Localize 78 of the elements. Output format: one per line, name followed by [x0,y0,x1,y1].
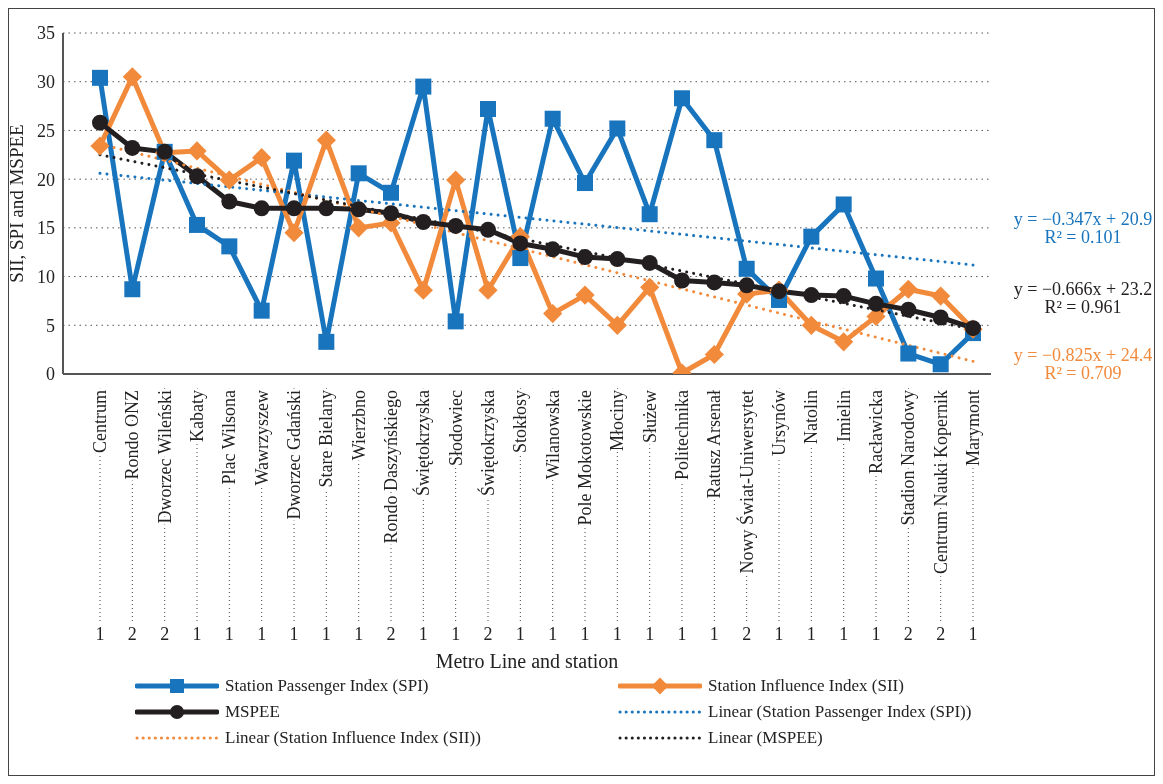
x-tick-label: Natolin [801,390,822,444]
text: 1 [418,624,428,644]
y-tick-label: 35 [37,23,55,44]
text: 1 [354,624,364,644]
x-tick-label: Ratusz Arsenał [704,390,725,499]
x-tick-label: Centrum [90,390,110,453]
x-tick-label: Świętokrzyska [477,390,498,496]
x-tick-label: Marymont [963,390,983,466]
x-tick-label: Wawrzyszew [251,390,272,486]
x-tick-label: Rondo ONZ [122,390,143,480]
x-tick-label: Stare Bielany [316,390,337,488]
x-tick-label: Wierzbno [348,390,369,461]
text: y = −0.347x + 20.9 [1012,209,1154,229]
x-tick-label: Rondo Daszyńskiego [381,390,401,544]
x-tick-label: Stokłosy [510,390,531,454]
x-tick-label: Politechnika [672,389,692,480]
x-tick-label: Pole Mokotowskie [575,390,595,526]
y-tick-label: 30 [37,72,55,93]
y-tick-label: 5 [46,315,55,336]
text: 1 [224,624,234,644]
text: 2 [483,624,493,644]
text: 2 [127,624,137,644]
x-tick-label: Dworzec Wileński [154,390,175,524]
x-tick-label: Plac Wilsona [219,390,240,485]
text: 1 [612,624,622,644]
text: 1 [709,624,719,644]
legend-label: MSPEE [225,702,280,722]
x-tick-label: Służew [639,390,660,443]
text: R² = 0.961 [1043,297,1123,317]
x-tick-label: Imielin [833,390,854,442]
text: 1 [257,624,267,644]
text: R² = 0.101 [1043,227,1123,247]
legend-label: Linear (MSPEE) [708,728,823,748]
y-tick-label: 0 [46,364,55,385]
text: 2 [742,624,752,644]
text: 1 [321,624,331,644]
text: 2 [903,624,913,644]
x-tick-label: Słodowiec [445,390,466,466]
text: 1 [774,624,784,644]
text: 2 [936,624,946,644]
text: 1 [677,624,687,644]
text: 1 [871,624,881,644]
x-tick-label: Nowy Świat-Uniwersytet [735,390,757,574]
text: 1 [192,624,202,644]
x-tick-label: Świętokrzyska [412,390,434,496]
legend-label: Linear (Station Passenger Index (SPI)) [708,702,972,722]
text: 1 [839,624,849,644]
x-tick-label: Centrum Nauki Kopernik [930,390,951,574]
text: 1 [289,624,299,644]
text: 2 [386,624,396,644]
text: 1 [95,624,105,644]
y-tick-label: 25 [37,120,55,141]
text: 1 [645,624,655,644]
legend-label: Linear (Station Influence Index (SII)) [225,728,481,748]
y-tick-label: 10 [37,266,55,287]
text: 1 [548,624,558,644]
x-tick-label: Dworzec Gdański [284,390,304,520]
text: y = −0.666x + 23.2 [1012,279,1154,299]
text: 1 [515,624,525,644]
text: 1 [806,624,816,644]
text: 1 [580,624,590,644]
y-axis-title: SII, SPI and MSPEE [6,124,27,283]
text: 1 [968,624,978,644]
x-tick-label: Wilanowska [542,390,563,480]
y-tick-label: 15 [37,218,55,239]
text: 2 [160,624,170,644]
x-tick-label: Stadion Narodowy [898,390,919,526]
x-tick-label: Ursynów [769,390,789,456]
x-axis-title: Metro Line and station [435,650,619,672]
text: 1 [451,624,461,644]
legend-label: Station Passenger Index (SPI) [225,676,429,696]
legend-label: Station Influence Index (SII) [708,676,904,696]
x-tick-label: Młociny [607,390,628,451]
x-tick-label: Racławicka [866,389,886,474]
text: y = −0.825x + 24.4 [1012,345,1154,365]
y-tick-label: 20 [37,169,55,190]
text: R² = 0.709 [1043,363,1123,383]
x-tick-label: Kabaty [187,390,207,442]
